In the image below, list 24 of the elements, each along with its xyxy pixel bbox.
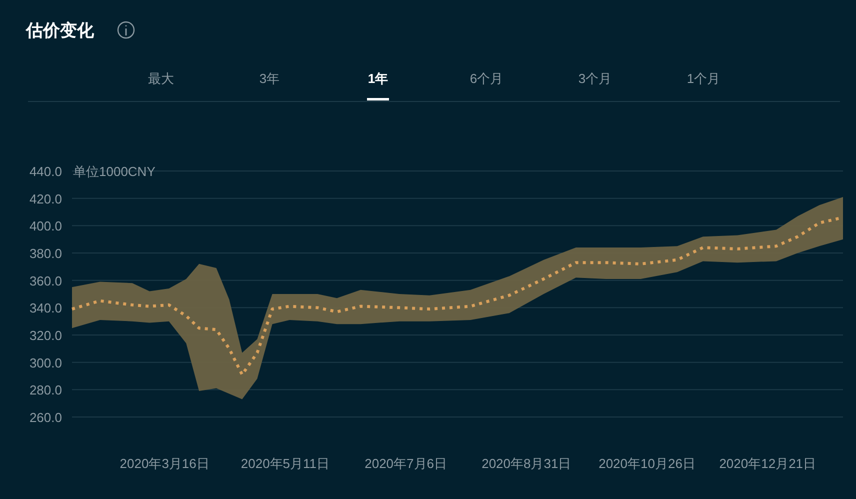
chart-title: 估价变化 [25, 21, 95, 40]
x-tick-label: 2020年7月6日 [364, 456, 448, 471]
x-tick-label: 2020年8月31日 [482, 456, 572, 471]
y-tick-label: 360.0 [29, 273, 62, 288]
y-tick-label: 380.0 [29, 246, 62, 261]
x-tick-label: 2020年12月21日 [719, 456, 816, 471]
text: 最大 [148, 71, 174, 86]
x-tick-label: 2020年5月11日 [240, 456, 330, 471]
y-tick-label: 400.0 [29, 218, 62, 234]
x-tick-label: 2020年3月16日 [120, 456, 210, 471]
y-tick-label: 320.0 [29, 328, 62, 343]
text: 1年 [368, 71, 388, 86]
x-tick-label: 2020年10月26日 [598, 456, 696, 471]
text: 6个月 [470, 71, 504, 86]
text: 1个月 [686, 71, 720, 86]
y-tick-label: 300.0 [29, 355, 62, 370]
y-tick-label: 440.0 [29, 164, 62, 179]
y-tick-label: 420.0 [29, 191, 62, 206]
y-axis-title: 单位1000CNY [73, 164, 156, 179]
y-tick-label: 280.0 [29, 382, 62, 398]
text: 3年 [259, 71, 280, 86]
y-tick-label: 340.0 [29, 300, 62, 316]
y-tick-label: 260.0 [29, 410, 62, 425]
text: 3个月 [578, 71, 612, 86]
